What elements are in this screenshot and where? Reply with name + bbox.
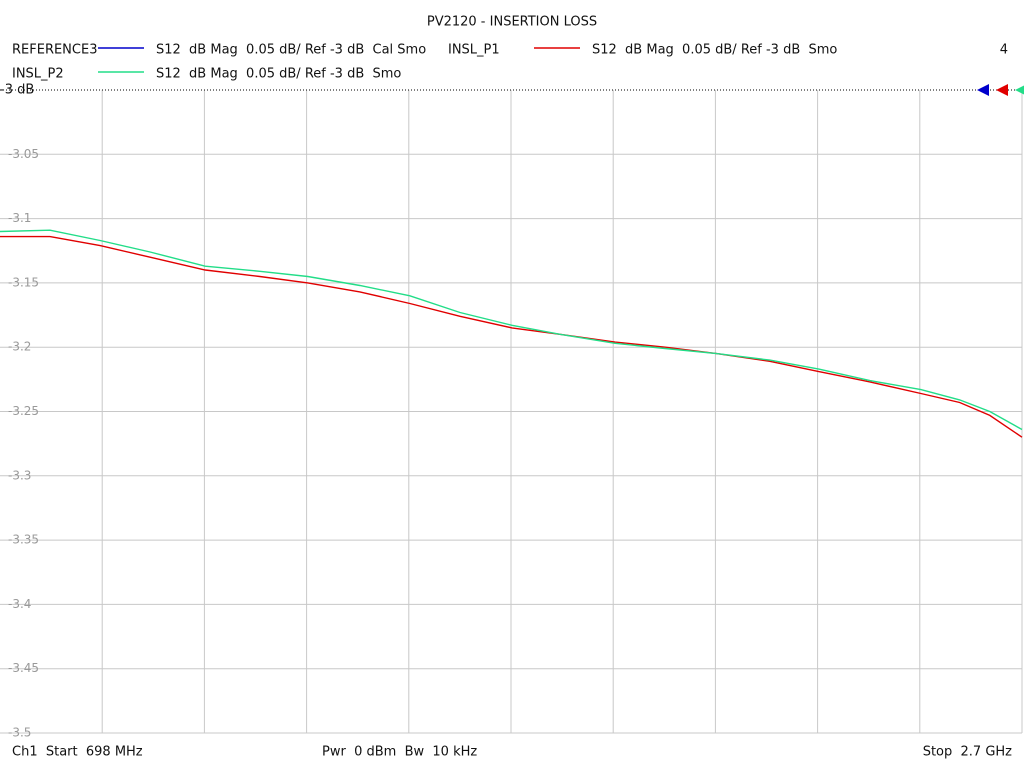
y-tick-label: -3.05 — [8, 147, 39, 161]
reference-marker — [996, 84, 1008, 96]
legend-name: INSL_P2 — [12, 67, 64, 82]
start-label: Ch1 Start 698 MHz — [12, 745, 143, 760]
legend-description: S12 dB Mag 0.05 dB/ Ref -3 dB Smo — [156, 67, 401, 82]
y-tick-label: -3.3 — [8, 468, 31, 482]
legend-name: REFERENCE3 — [12, 43, 97, 58]
y-tick-label: -3.1 — [8, 211, 31, 225]
legend-name: INSL_P1 — [448, 43, 500, 58]
power-label: Pwr 0 dBm Bw 10 kHz — [322, 745, 477, 760]
channel-number: 4 — [1000, 43, 1008, 58]
y-tick-label: -3.35 — [8, 533, 39, 547]
legend-description: S12 dB Mag 0.05 dB/ Ref -3 dB Smo — [592, 43, 837, 58]
y-tick-label: -3.5 — [8, 726, 31, 740]
stop-label: Stop 2.7 GHz — [923, 745, 1012, 760]
y-tick-label: -3.45 — [8, 661, 39, 675]
legend-description: S12 dB Mag 0.05 dB/ Ref -3 dB Cal Smo — [156, 43, 426, 58]
chart-title: PV2120 - INSERTION LOSS — [427, 15, 597, 30]
series-line — [0, 229, 1023, 431]
series-line — [0, 235, 1023, 438]
reference-marker — [1015, 85, 1024, 95]
y-tick-label: -3 dB — [0, 83, 34, 98]
y-tick-label: -3.2 — [8, 340, 31, 354]
y-tick-label: -3.15 — [8, 275, 39, 289]
y-tick-label: -3.4 — [8, 597, 31, 611]
y-tick-label: -3.25 — [8, 404, 39, 418]
reference-marker — [977, 84, 989, 96]
